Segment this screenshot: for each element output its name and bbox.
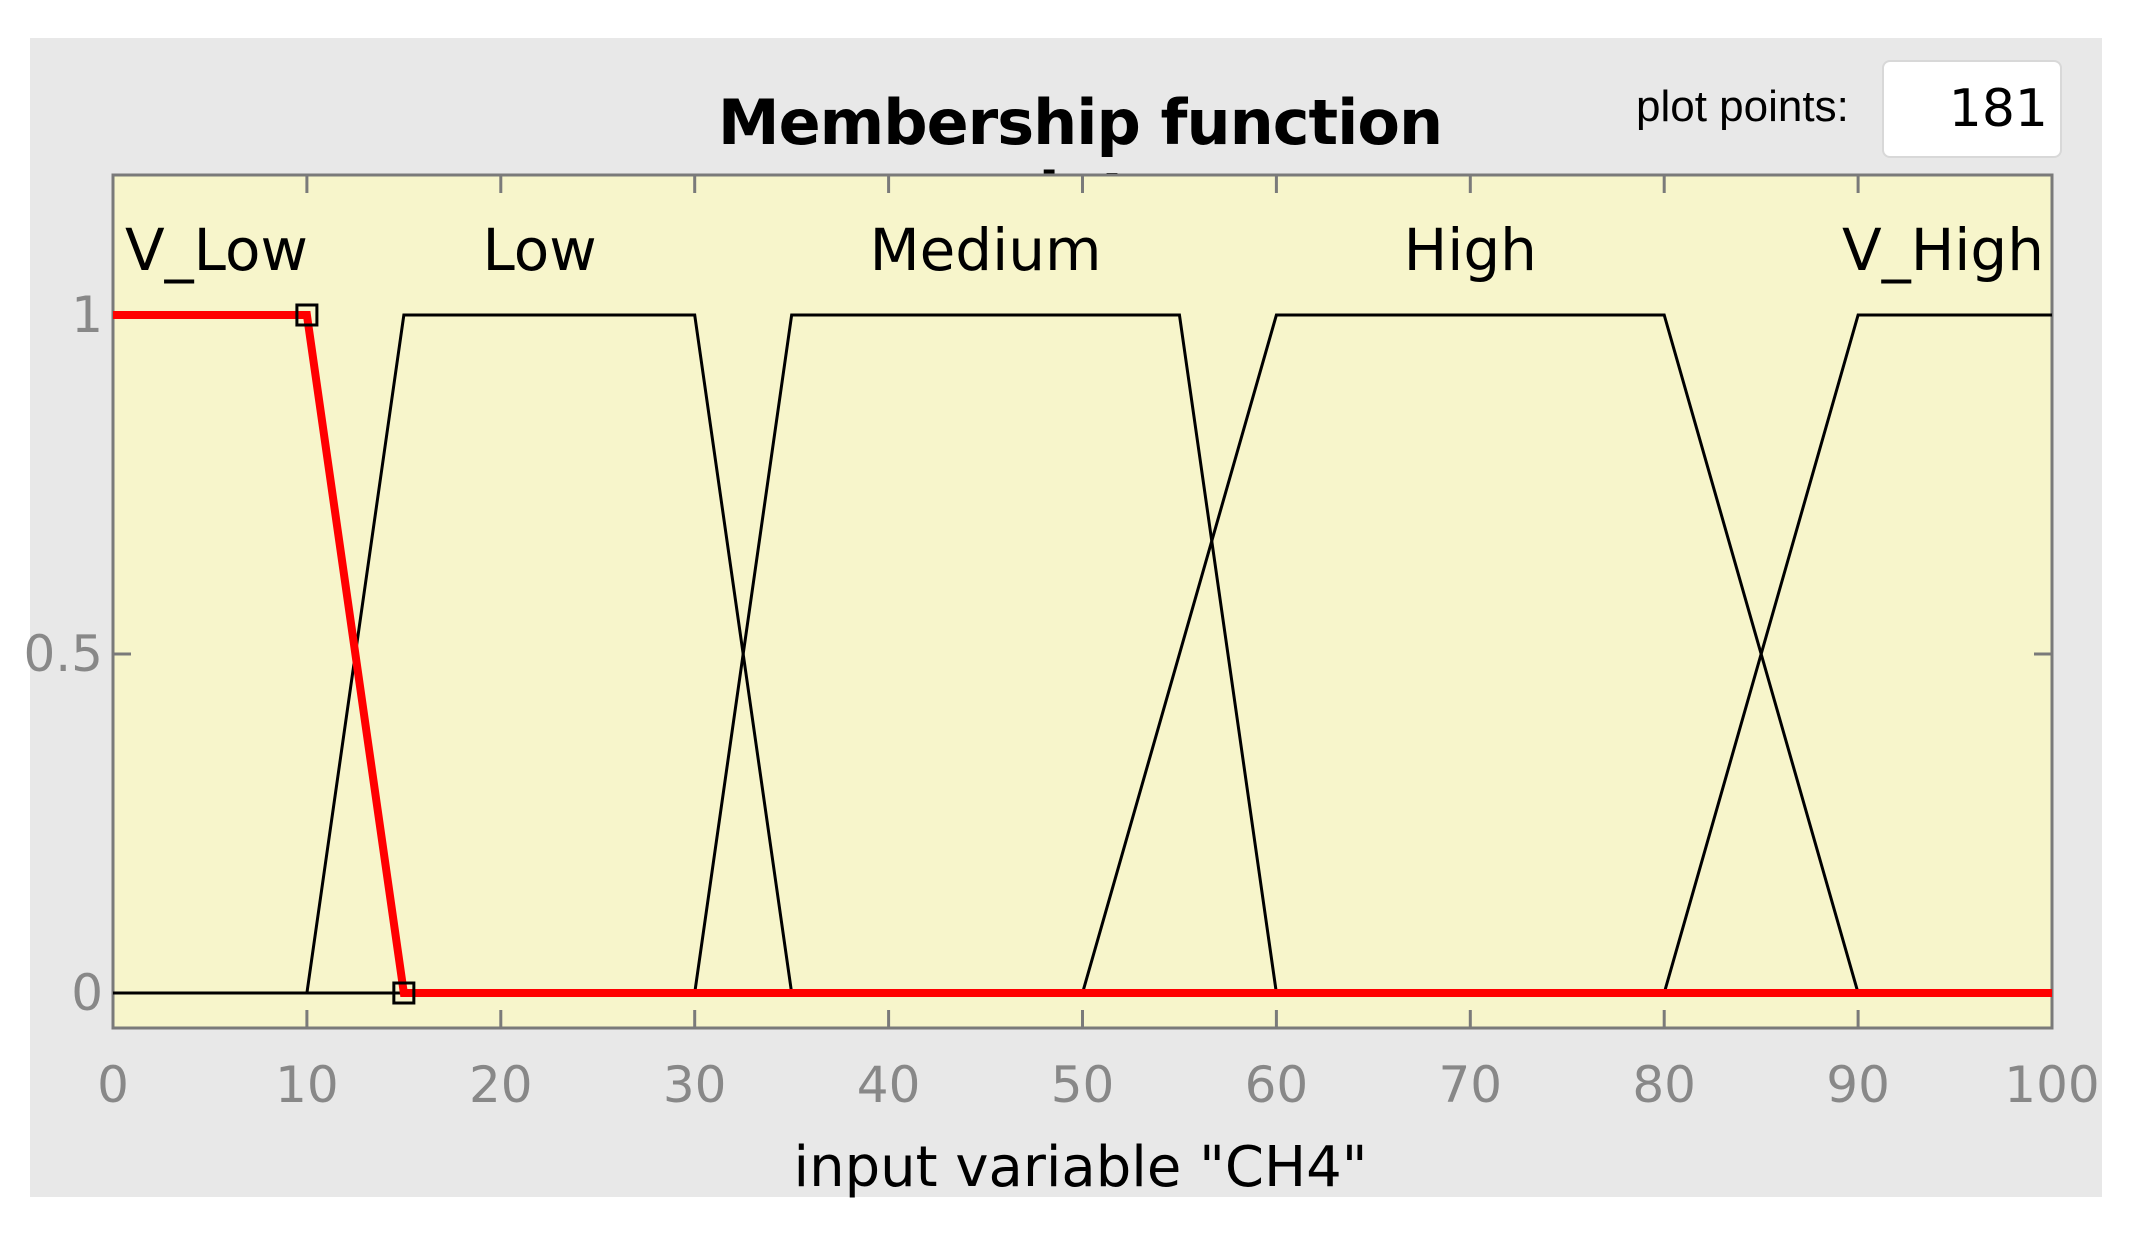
mf-vertex-handle[interactable] (392, 981, 416, 1005)
y-tick-label: 0.5 (23, 625, 103, 683)
plot-title: Membership function plots (717, 86, 1443, 232)
mf-labels[interactable]: V_Low Low Medium High V_High (125, 216, 2044, 284)
x-tick-label: 10 (275, 1056, 339, 1114)
mf-label-v-low[interactable]: V_Low (125, 216, 308, 284)
y-tick-labels: 00.51 (23, 286, 103, 1022)
x-tick-label: 0 (97, 1056, 129, 1114)
x-axis-title: input variable "CH4" (794, 1135, 1368, 1200)
x-tick-labels: 0 10 20 30 40 50 60 70 80 90 100 (97, 1056, 2100, 1114)
x-tick-label: 90 (1826, 1056, 1890, 1114)
mf-vertex-handle[interactable] (295, 303, 319, 327)
x-tick-label: 60 (1245, 1056, 1309, 1114)
y-tick-label: 1 (71, 286, 103, 344)
mf-handles[interactable] (295, 303, 416, 1005)
x-tick-label: 80 (1632, 1056, 1696, 1114)
mf-label-medium[interactable]: Medium (870, 216, 1102, 284)
x-tick-label: 40 (857, 1056, 921, 1114)
x-tick-label: 70 (1438, 1056, 1502, 1114)
x-tick-label: 100 (2004, 1056, 2099, 1114)
y-tick-label: 0 (71, 964, 103, 1022)
mf-label-v-high[interactable]: V_High (1842, 216, 2044, 284)
x-tick-label: 30 (663, 1056, 727, 1114)
plot-points-label: plot points: (1636, 82, 1849, 131)
mf-curves[interactable] (113, 311, 2052, 997)
mf-label-low[interactable]: Low (482, 216, 596, 284)
mf-label-high[interactable]: High (1404, 216, 1537, 284)
x-tick-label: 20 (469, 1056, 533, 1114)
plot-area[interactable] (111, 173, 2054, 1030)
x-tick-label: 50 (1051, 1056, 1115, 1114)
mf-curve-v-low[interactable] (113, 311, 2052, 997)
plot-points-input[interactable] (1882, 60, 2062, 158)
